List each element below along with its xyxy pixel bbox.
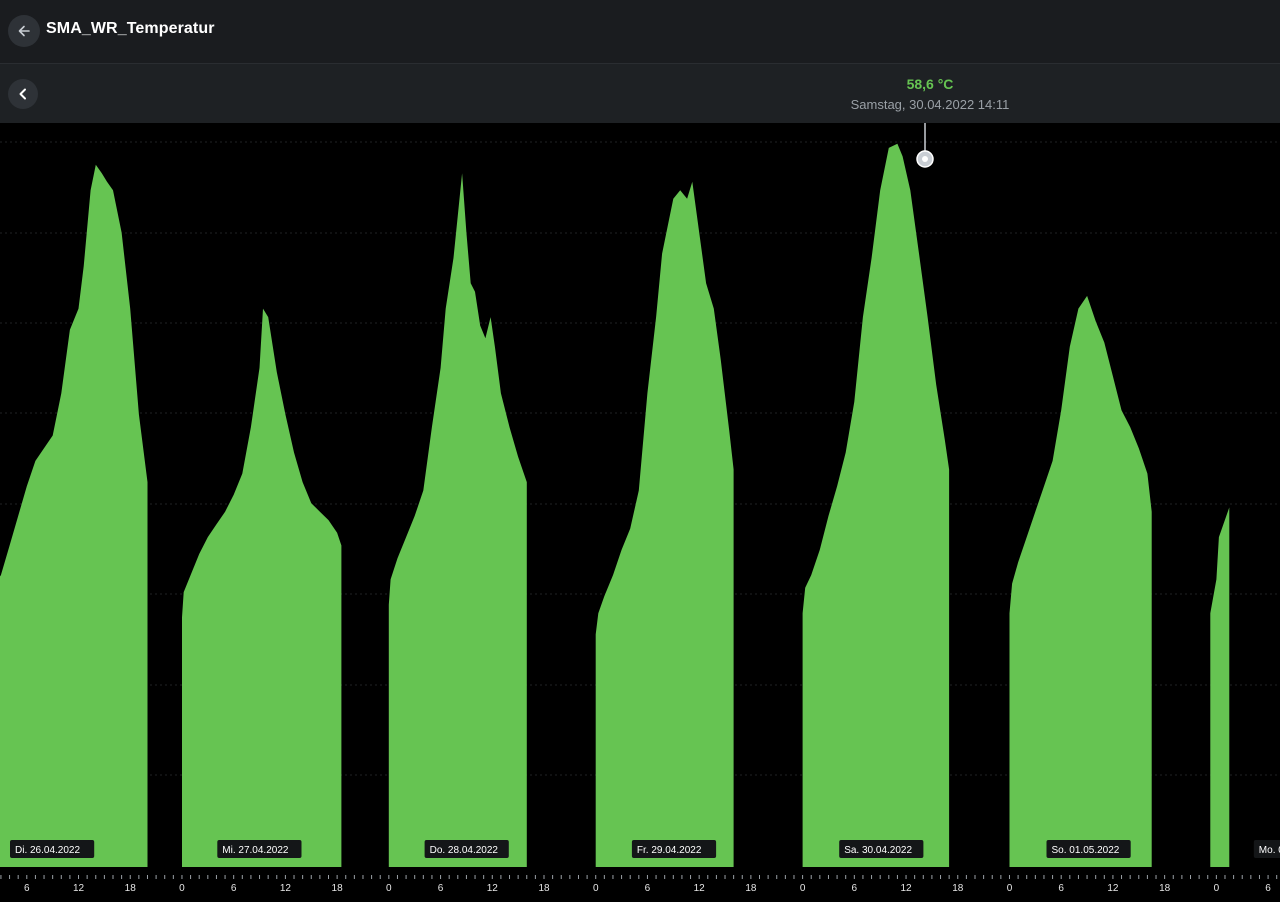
- x-tick-label: 0: [386, 883, 392, 894]
- area-segment-day-4: [595, 181, 734, 867]
- day-label: So. 01.05.2022: [1052, 845, 1120, 856]
- x-tick-label: 18: [538, 883, 550, 894]
- day-label: Do. 28.04.2022: [430, 845, 499, 856]
- chevron-left-icon: [19, 88, 26, 100]
- chart-toolbar: 58,6 °C Samstag, 30.04.2022 14:11: [0, 64, 1280, 123]
- x-tick-label: 18: [332, 883, 344, 894]
- day-label-bg: [10, 840, 95, 858]
- x-tick-label: 0: [800, 883, 806, 894]
- x-tick-label: 0: [179, 883, 185, 894]
- day-label: Sa. 30.04.2022: [844, 845, 912, 856]
- page-title: SMA_WR_Temperatur: [46, 20, 215, 37]
- day-label-bg: [1046, 840, 1131, 858]
- x-tick-label: 12: [280, 883, 292, 894]
- day-label: Mi. 27.04.2022: [222, 845, 289, 856]
- x-tick-label: 0: [593, 883, 599, 894]
- day-label: Mo. 02.05.2022: [1259, 845, 1280, 856]
- x-tick-label: 12: [900, 883, 912, 894]
- area-segment-day-3: [388, 173, 527, 868]
- x-tick-label: 6: [24, 883, 30, 894]
- x-tick-label: 0: [1214, 883, 1220, 894]
- x-tick-label: 6: [1058, 883, 1064, 894]
- day-label-bg: [424, 840, 509, 858]
- previous-period-button[interactable]: [8, 79, 38, 109]
- day-label-bg: [217, 840, 302, 858]
- area-segment-day-6: [1009, 295, 1152, 867]
- x-axis: 6 12 18 0 6 12 18 0 6 12 18 0 6 12 18 0 6 12 18 0 6 12 18 0 6: [0, 875, 1278, 894]
- day-labels: Di. 26.04.2022 Mi. 27.04.2022 Do. 28.04.20…: [10, 840, 1280, 858]
- day-label-bg: [1253, 840, 1280, 858]
- x-tick-label: 12: [73, 883, 85, 894]
- tooltip-date: Samstag, 30.04.2022 14:11: [850, 97, 1010, 112]
- x-tick-label: 6: [645, 883, 651, 894]
- x-tick-label: 12: [694, 883, 706, 894]
- x-tick-label: 18: [1159, 883, 1171, 894]
- arrow-left-icon: [18, 25, 30, 37]
- x-tick-label: 0: [1007, 883, 1013, 894]
- day-label-bg: [839, 840, 924, 858]
- back-button[interactable]: [8, 15, 40, 47]
- x-tick-label: 18: [125, 883, 137, 894]
- area-segment-day-7: [1210, 507, 1230, 867]
- day-label: Di. 26.04.2022: [15, 845, 80, 856]
- series-areas: [0, 143, 1230, 868]
- highlight-point-core: [922, 156, 929, 162]
- x-tick-label: 18: [745, 883, 757, 894]
- area-segment-day-2: [182, 308, 342, 868]
- area-segment-day-1: [0, 164, 148, 867]
- day-label: Fr. 29.04.2022: [637, 845, 702, 856]
- x-tick-label: 6: [1265, 883, 1271, 894]
- area-segment-day-5: [802, 143, 950, 867]
- x-tick-label: 12: [1107, 883, 1119, 894]
- x-tick-label: 6: [852, 883, 858, 894]
- day-label-bg: [631, 840, 717, 858]
- app-header: SMA_WR_Temperatur: [0, 0, 1280, 64]
- tooltip-value: 58,6 °C: [906, 76, 954, 92]
- x-tick-label: 18: [952, 883, 964, 894]
- temperature-chart[interactable]: Di. 26.04.2022 Mi. 27.04.2022 Do. 28.04.20…: [0, 123, 1280, 902]
- x-tick-label: 6: [438, 883, 444, 894]
- x-tick-label: 12: [487, 883, 499, 894]
- x-tick-label: 6: [231, 883, 237, 894]
